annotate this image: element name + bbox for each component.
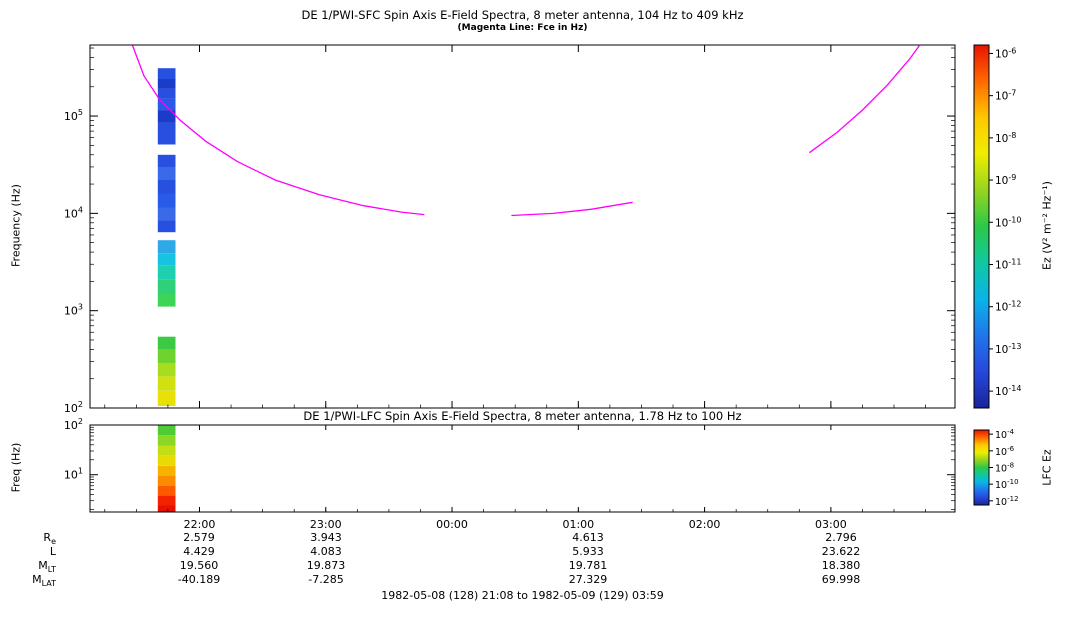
y-tick-label: 105	[64, 108, 83, 123]
lfc-spectrogram-cell	[157, 466, 176, 476]
sfc-spectrogram-cell	[157, 193, 176, 208]
ephemeris-value: 69.998	[821, 573, 861, 586]
lfc-spectrogram-cell	[157, 435, 176, 446]
ephemeris-row-label: MLAT	[32, 573, 56, 589]
x-tick-label: 03:00	[815, 518, 847, 531]
sfc-spectrogram-cell	[157, 68, 176, 79]
fce-line	[809, 45, 920, 154]
lfc-spectrogram-cell	[157, 455, 176, 466]
sfc-spectrogram-cell	[157, 79, 176, 89]
colorbar-tick-label: 10-7	[995, 89, 1016, 103]
ephemeris-row-label: MLT	[38, 559, 56, 575]
ephemeris-value: 2.579	[183, 531, 215, 544]
ephemeris-value: -7.285	[308, 573, 344, 586]
ephemeris-row: L 4.429 4.083 5.933 23.622	[0, 545, 1083, 559]
fce-line	[511, 201, 633, 217]
x-tick-label: 02:00	[689, 518, 721, 531]
colorbar-tick-label: 10-8	[995, 462, 1014, 475]
ephemeris-value: 23.622	[821, 545, 861, 558]
ephemeris-row: Re 2.579 3.943 4.613 2.796	[0, 531, 1083, 547]
colorbar-tick-label: 10-6	[995, 445, 1015, 458]
ephemeris-value: -40.189	[177, 573, 221, 586]
sfc-panel-border	[89, 44, 956, 409]
ephemeris-value: 2.796	[825, 531, 857, 544]
sfc-spectrogram-cell	[157, 293, 176, 307]
y-tick-label: 103	[64, 303, 83, 318]
sfc-spectrogram-cell	[157, 376, 176, 391]
sfc-spectrogram-cell	[157, 279, 176, 294]
sfc-y-axis-label: Frequency (Hz)	[9, 184, 23, 267]
ephemeris-value: 4.083	[310, 545, 342, 558]
lfc-spectrogram-cell	[157, 505, 176, 512]
ephemeris-table: Re 2.579 3.943 4.613 2.796 L 4.429 4.083 5.933 23…	[0, 531, 1083, 589]
colorbar-tick-label: 10-11	[995, 257, 1021, 271]
lfc-spectrogram-cell	[157, 445, 176, 456]
time-range-footer: 1982-05-08 (128) 21:08 to 1982-05-09 (12…	[381, 589, 664, 602]
sfc-spectrogram-cell	[157, 349, 176, 363]
x-tick-label: 23:00	[310, 518, 342, 531]
sfc-spectrogram-cell	[157, 265, 176, 280]
lfc-colorbar-label: LFC Ez	[1040, 449, 1054, 486]
sfc-spectrogram-cell	[157, 253, 176, 266]
sfc-spectrogram-cell	[157, 240, 176, 254]
sfc-spectrogram-cell	[157, 166, 176, 180]
colorbar-tick-label: 10-6	[995, 46, 1016, 60]
sfc-spectrogram-cell	[157, 180, 176, 194]
ephemeris-row-label: L	[49, 545, 56, 558]
sfc-panel-title: DE 1/PWI-SFC Spin Axis E-Field Spectra, …	[301, 8, 744, 22]
lfc-y-axis-label: Freq (Hz)	[9, 442, 23, 493]
y-tick-label: 102	[64, 400, 83, 415]
y-tick-label: 102	[64, 417, 83, 432]
y-tick-label: 104	[64, 205, 83, 220]
colorbar-tick-label: 10-10	[995, 478, 1019, 491]
colorbar-tick-label: 10-9	[995, 173, 1016, 187]
lfc-colorbar	[973, 429, 990, 506]
sfc-colorbar-label: Ez (V² m⁻² Hz⁻¹)	[1040, 181, 1054, 270]
ephemeris-value: 18.380	[821, 559, 861, 572]
sfc-spectrogram-cell	[157, 207, 176, 221]
sfc-spectrogram-cell	[157, 110, 176, 123]
colorbar-tick-label: 10-10	[995, 215, 1021, 229]
sfc-spectrogram-cell	[157, 88, 176, 99]
x-tick-label: 22:00	[184, 518, 216, 531]
colorbar-tick-label: 10-8	[995, 131, 1016, 145]
colorbar-tick-label: 10-4	[995, 428, 1015, 441]
lfc-spectrogram-cell	[157, 485, 176, 496]
ephemeris-value: 27.329	[568, 573, 608, 586]
sfc-spectrogram-cell	[157, 363, 176, 377]
colorbar-tick-label: 10-14	[995, 384, 1021, 398]
ephemeris-value: 4.613	[572, 531, 604, 544]
fce-line	[131, 45, 425, 216]
colorbar-tick-label: 10-12	[995, 495, 1019, 508]
ephemeris-row: MLAT -40.189 -7.285 27.329 69.998	[0, 573, 1083, 589]
lfc-spectrogram-cell	[157, 495, 176, 506]
colorbar-tick-label: 10-12	[995, 300, 1021, 314]
ephemeris-row: MLT 19.560 19.873 19.781 18.380	[0, 559, 1083, 575]
sfc-spectrogram-cell	[157, 390, 176, 406]
lfc-panel-border	[89, 424, 956, 513]
ephemeris-value: 19.781	[568, 559, 608, 572]
sfc-panel-subtitle: (Magenta Line: Fce in Hz)	[457, 23, 588, 33]
y-tick-label: 101	[64, 467, 83, 482]
sfc-spectrogram-cell	[157, 154, 176, 167]
ephemeris-value: 3.943	[310, 531, 342, 544]
ephemeris-row-label: Re	[43, 531, 56, 547]
sfc-spectrogram-cell	[157, 336, 176, 350]
ephemeris-value: 19.560	[179, 559, 219, 572]
ephemeris-value: 5.933	[572, 545, 604, 558]
colorbar-tick-label: 10-13	[995, 342, 1021, 356]
sfc-spectrogram-cell	[157, 98, 176, 111]
lfc-spectrogram-cell	[157, 425, 176, 436]
sfc-spectrogram-cell	[157, 122, 176, 145]
x-tick-label: 01:00	[562, 518, 594, 531]
lfc-panel-title: DE 1/PWI-LFC Spin Axis E-Field Spectra, …	[90, 409, 955, 423]
sfc-spectrogram-cell	[157, 220, 176, 233]
lfc-spectrogram-cell	[157, 475, 176, 486]
ephemeris-value: 19.873	[306, 559, 346, 572]
x-tick-label: 00:00	[436, 518, 468, 531]
ephemeris-value: 4.429	[183, 545, 215, 558]
sfc-colorbar	[973, 44, 990, 409]
